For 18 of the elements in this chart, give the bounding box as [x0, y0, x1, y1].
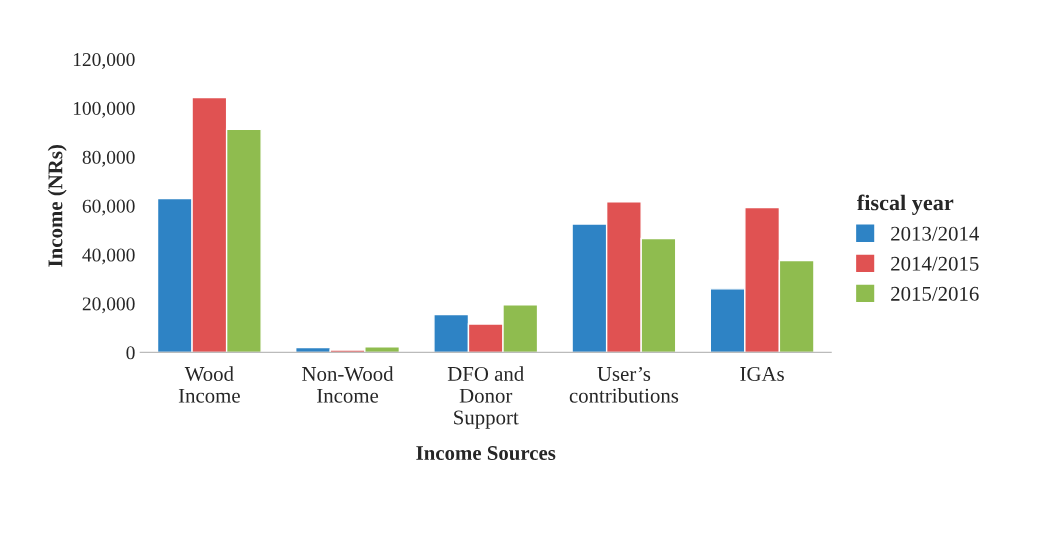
y-tick-label: 100,000: [73, 101, 135, 118]
legend-label: 2014/2015: [891, 256, 979, 271]
y-tick-label: 80,000: [82, 150, 135, 167]
x-tick-label: DFO and Donor Support: [447, 366, 524, 429]
y-tick-label: 60,000: [82, 199, 135, 216]
y-tick-label: 40,000: [82, 248, 135, 265]
x-tick-label: Non-Wood Income: [302, 366, 394, 403]
y-axis-title: Income (NRs): [47, 145, 67, 267]
x-axis-title: Income Sources: [416, 446, 556, 461]
y-tick-label: 20,000: [82, 297, 135, 314]
x-tick-label: Wood Income: [178, 366, 240, 403]
y-tick-label: 0: [126, 346, 135, 360]
y-tick-label: 120,000: [73, 53, 135, 69]
legend-title: fiscal year: [857, 194, 954, 215]
x-tick-label: User’s contributions: [569, 366, 679, 403]
x-tick-label: IGAs: [740, 366, 784, 381]
legend-label: 2015/2016: [891, 286, 979, 301]
legend-label: 2013/2014: [891, 226, 979, 241]
